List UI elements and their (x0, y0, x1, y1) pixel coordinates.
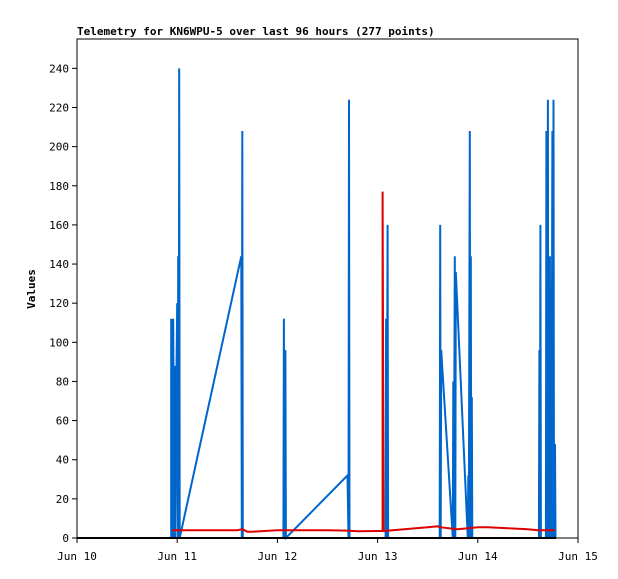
y-tick-label: 240 (49, 62, 69, 75)
y-tick-label: 220 (49, 101, 69, 114)
y-tick-label: 200 (49, 141, 69, 154)
series-line-1 (170, 68, 557, 541)
series-layer (77, 68, 557, 541)
series-line-2 (172, 191, 555, 533)
y-axis-label: Values (25, 269, 38, 309)
y-tick-label: 140 (49, 258, 69, 271)
chart-title: Telemetry for KN6WPU-5 over last 96 hour… (77, 25, 435, 38)
y-tick-label: 20 (56, 493, 69, 506)
y-tick-label: 60 (56, 415, 69, 428)
plot-area-frame (76, 38, 579, 539)
x-tick-label: Jun 10 (57, 550, 97, 563)
x-tick-label: Jun 12 (258, 550, 298, 563)
y-tick-label: 80 (56, 375, 69, 388)
y-tick-label: 120 (49, 297, 69, 310)
y-axis-ticks: 0 20 40 60 80 100 120 140 160 180 200 220 240 (49, 62, 77, 545)
y-tick-label: 180 (49, 180, 69, 193)
x-tick-label: Jun 13 (358, 550, 398, 563)
y-tick-label: 40 (56, 454, 69, 467)
x-tick-label: Jun 15 (558, 550, 598, 563)
x-axis-ticks: Jun 10 Jun 11 Jun 12 Jun 13 Jun 14 Jun 15 (57, 538, 598, 563)
x-tick-label: Jun 14 (458, 550, 498, 563)
x-tick-label: Jun 11 (157, 550, 197, 563)
y-tick-label: 0 (62, 532, 69, 545)
y-tick-label: 100 (49, 336, 69, 349)
y-tick-label: 160 (49, 219, 69, 232)
